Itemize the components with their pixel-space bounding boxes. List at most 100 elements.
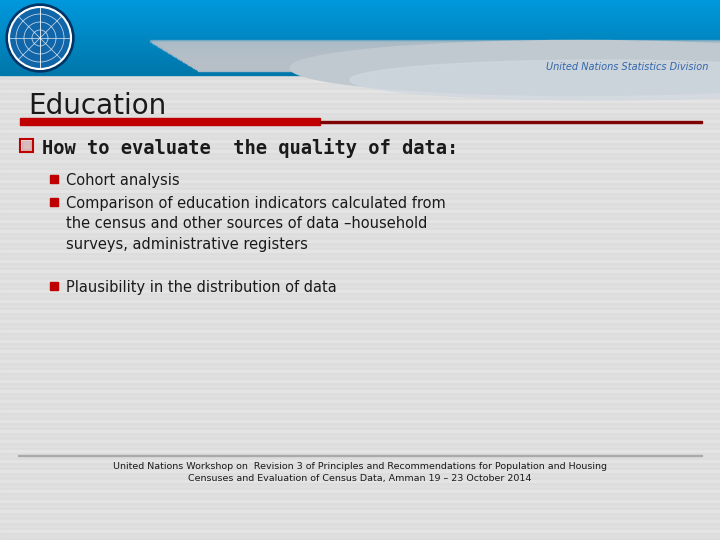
- Bar: [0, 100, 720, 102]
- Bar: [0, 21, 720, 22]
- Bar: [0, 38, 720, 39]
- Text: Education: Education: [28, 92, 166, 120]
- Bar: [0, 210, 720, 212]
- Bar: [0, 18, 720, 19]
- Bar: [0, 385, 720, 387]
- Bar: [0, 370, 720, 372]
- Bar: [0, 205, 720, 207]
- Bar: [0, 405, 720, 407]
- Bar: [0, 115, 720, 117]
- Bar: [0, 300, 720, 302]
- Bar: [0, 16, 720, 17]
- Bar: [0, 455, 720, 457]
- Bar: [0, 105, 720, 107]
- Bar: [0, 10, 720, 12]
- Text: Censuses and Evaluation of Census Data, Amman 19 – 23 October 2014: Censuses and Evaluation of Census Data, …: [189, 474, 531, 483]
- Bar: [0, 23, 720, 24]
- Text: Comparison of education indicators calculated from
the census and other sources : Comparison of education indicators calcu…: [66, 196, 446, 252]
- Bar: [0, 340, 720, 342]
- Bar: [0, 120, 720, 122]
- Ellipse shape: [350, 60, 720, 100]
- Bar: [0, 45, 720, 46]
- Bar: [0, 470, 720, 472]
- Bar: [0, 49, 720, 50]
- Bar: [0, 165, 720, 167]
- Bar: [0, 365, 720, 367]
- Bar: [0, 52, 720, 53]
- Bar: [0, 4, 720, 5]
- Bar: [0, 33, 720, 34]
- Bar: [189, 63, 720, 64]
- Bar: [194, 66, 720, 68]
- Bar: [0, 70, 720, 71]
- Bar: [22, 141, 31, 150]
- Bar: [0, 330, 720, 332]
- Bar: [198, 69, 720, 71]
- Bar: [0, 335, 720, 337]
- Bar: [180, 58, 720, 59]
- Bar: [0, 55, 720, 57]
- Bar: [0, 7, 720, 8]
- Bar: [0, 59, 720, 60]
- Bar: [0, 125, 720, 127]
- Bar: [0, 185, 720, 187]
- Bar: [0, 160, 720, 162]
- Bar: [0, 58, 720, 59]
- Bar: [0, 27, 720, 28]
- Bar: [0, 29, 720, 30]
- Bar: [0, 485, 720, 487]
- Ellipse shape: [290, 40, 720, 96]
- Bar: [0, 235, 720, 237]
- Bar: [0, 410, 720, 412]
- Bar: [0, 11, 720, 12]
- Bar: [165, 49, 720, 51]
- Bar: [0, 71, 720, 72]
- Bar: [181, 59, 720, 60]
- Bar: [0, 475, 720, 477]
- Bar: [0, 195, 720, 197]
- Bar: [18, 455, 702, 456]
- Bar: [0, 56, 720, 57]
- Bar: [162, 47, 720, 49]
- Bar: [0, 265, 720, 267]
- Bar: [153, 42, 720, 44]
- Bar: [0, 66, 720, 67]
- Bar: [155, 43, 720, 44]
- Bar: [190, 64, 720, 65]
- Bar: [0, 415, 720, 417]
- Bar: [0, 45, 720, 47]
- Bar: [0, 73, 720, 74]
- Bar: [0, 440, 720, 442]
- Bar: [0, 140, 720, 142]
- Bar: [0, 5, 720, 7]
- Bar: [174, 54, 720, 56]
- Bar: [0, 48, 720, 49]
- Bar: [0, 510, 720, 512]
- Bar: [0, 525, 720, 527]
- Bar: [0, 250, 720, 252]
- Bar: [0, 75, 720, 77]
- Bar: [157, 44, 720, 45]
- Bar: [0, 380, 720, 382]
- Bar: [0, 290, 720, 292]
- Bar: [0, 40, 720, 42]
- Bar: [195, 67, 720, 69]
- Bar: [0, 6, 720, 7]
- Bar: [0, 175, 720, 177]
- Bar: [0, 285, 720, 287]
- Bar: [0, 320, 720, 322]
- Bar: [0, 400, 720, 402]
- Bar: [0, 70, 720, 72]
- Bar: [0, 74, 720, 75]
- Bar: [0, 500, 720, 502]
- Bar: [0, 150, 720, 152]
- Bar: [171, 53, 720, 55]
- Bar: [0, 225, 720, 227]
- Bar: [0, 32, 720, 33]
- Bar: [163, 48, 720, 50]
- Bar: [152, 41, 720, 43]
- Bar: [179, 57, 720, 58]
- Bar: [197, 68, 720, 70]
- Bar: [320, 120, 702, 123]
- Bar: [0, 20, 720, 22]
